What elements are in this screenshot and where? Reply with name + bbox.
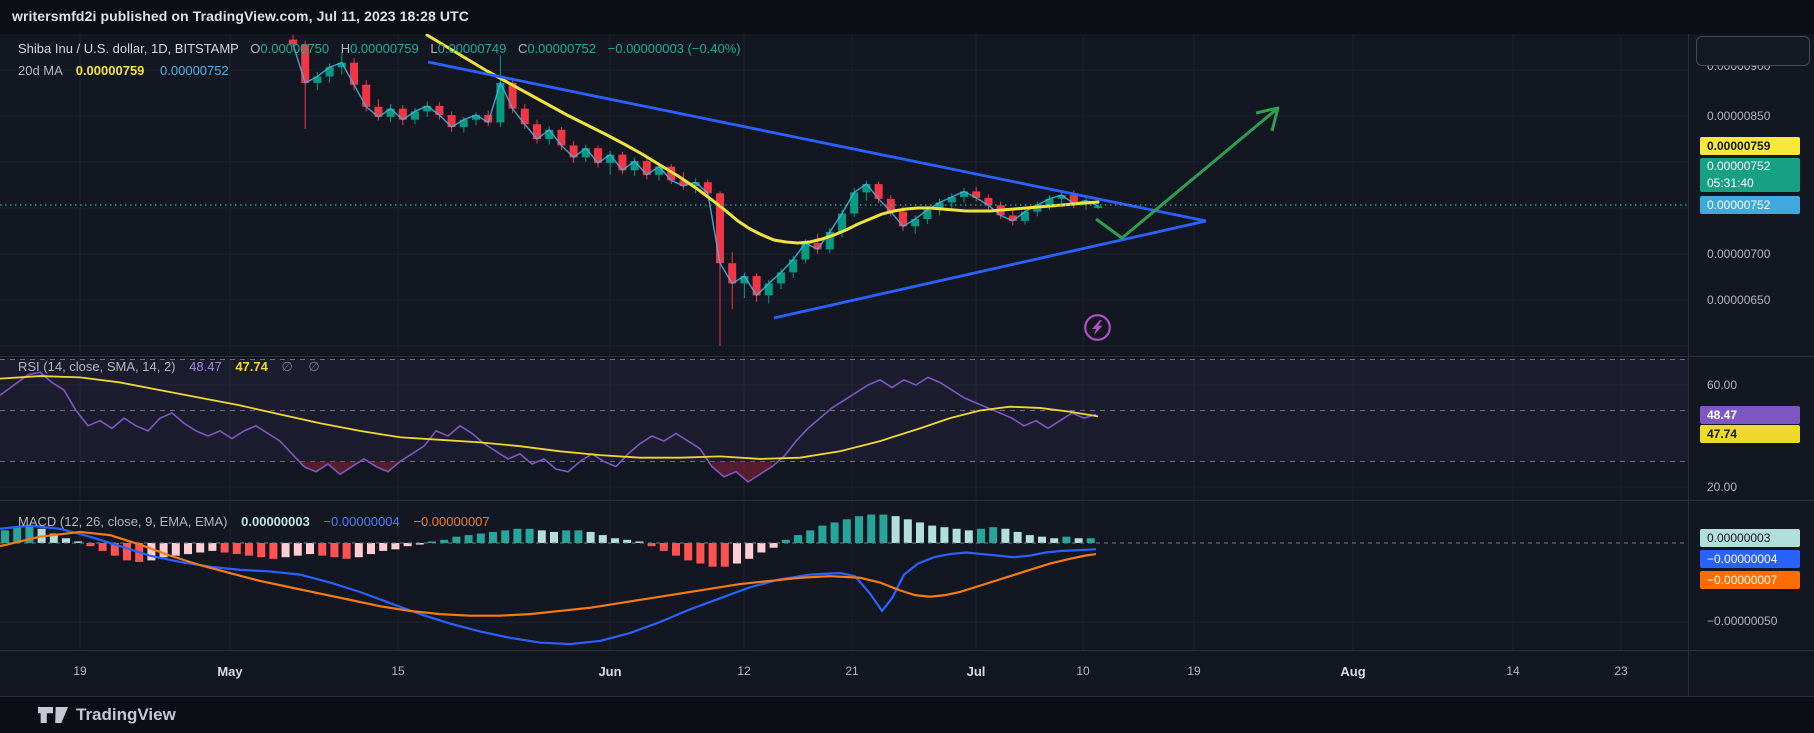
- high-value: 0.00000759: [350, 41, 419, 56]
- pane-dividers[interactable]: [0, 34, 1814, 697]
- ma20-value: 0.00000759: [75, 63, 145, 78]
- price-badge: 0.00000752: [1700, 196, 1800, 214]
- time-axis-day-label: 14: [1506, 664, 1520, 678]
- macd-scale-label: −0.00000050: [1707, 614, 1778, 628]
- macd-signal-value: −0.00000007: [413, 514, 490, 529]
- ma-legend[interactable]: 20d MA 0.00000759 0.00000752: [18, 63, 229, 78]
- breakout-arrow[interactable]: [1095, 106, 1280, 240]
- price-scale-label: 0.00000850: [1707, 109, 1771, 123]
- time-axis-month-label: Jun: [598, 664, 622, 679]
- rsi-value: 48.47: [189, 359, 222, 374]
- low-value: 0.00000749: [437, 41, 507, 56]
- macd-name: MACD (12, 26, close, 9, EMA, EMA): [18, 514, 228, 529]
- rsi-ma-line: [0, 375, 1099, 460]
- time-axis-day-label: 19: [73, 664, 87, 678]
- rsi-name: RSI (14, close, SMA, 14, 2): [18, 359, 176, 374]
- trendline-drawings[interactable]: [427, 60, 1207, 320]
- time-axis-month-label: May: [217, 664, 243, 679]
- rsi-scale-label: 20.00: [1707, 480, 1738, 494]
- time-axis-day-label: 21: [845, 664, 859, 678]
- time-axis-day-label: 15: [391, 664, 405, 678]
- time-axis-day-label: 23: [1614, 664, 1628, 678]
- symbol-legend[interactable]: Shiba Inu / U.S. dollar, 1D, BITSTAMP O0…: [18, 41, 741, 56]
- quick-trade-button[interactable]: [1083, 313, 1112, 342]
- ma-blue-value: 0.00000752: [160, 63, 229, 78]
- price-badge: 0.00000752 05:31:40: [1700, 158, 1800, 192]
- open-key: O: [250, 41, 261, 56]
- tradingview-logo-icon[interactable]: [38, 703, 68, 727]
- rsi-empty-values: ∅ ∅: [281, 359, 326, 374]
- time-axis-day-label: 12: [737, 664, 751, 678]
- bolt-circle: [1084, 314, 1111, 341]
- open-value: 0.00000750: [260, 41, 330, 56]
- rsi-scale-label: 60.00: [1707, 378, 1738, 392]
- rsi-ma-value: 47.74: [235, 359, 268, 374]
- ma-label: 20d MA: [18, 63, 63, 78]
- low-key: L: [430, 41, 438, 56]
- high-key: H: [340, 41, 351, 56]
- macd-line: [0, 524, 1097, 646]
- change-value: −0.00000003 (−0.40%): [607, 41, 741, 56]
- rsi-badge: 47.74: [1700, 425, 1800, 443]
- symbol-info-box[interactable]: [1696, 36, 1810, 66]
- price-scale-label: 0.00000650: [1707, 293, 1771, 307]
- macd-line-value: −0.00000004: [323, 514, 400, 529]
- rsi-legend[interactable]: RSI (14, close, SMA, 14, 2) 48.47 47.74 …: [18, 359, 326, 375]
- rsi-line: [0, 371, 1097, 483]
- grid-lines: [0, 34, 1688, 650]
- macd-hist-value: 0.00000003: [241, 514, 310, 529]
- macd-signal-line: [0, 530, 1097, 617]
- time-axis-day-label: 19: [1187, 664, 1201, 678]
- macd-legend[interactable]: MACD (12, 26, close, 9, EMA, EMA) 0.0000…: [18, 514, 490, 529]
- ma20-yellow-line: [425, 33, 1100, 245]
- macd-badge: 0.00000003: [1700, 529, 1800, 547]
- rsi-band: [0, 359, 1688, 462]
- tradingview-wordmark[interactable]: TradingView: [76, 705, 176, 724]
- price-scale-label: 0.00000700: [1707, 247, 1771, 261]
- close-key: C: [517, 41, 528, 56]
- price-badge: 0.00000759: [1700, 137, 1800, 155]
- rsi-badge: 48.47: [1700, 406, 1800, 424]
- footer-bar: TradingView: [0, 697, 1814, 733]
- time-axis-month-label: Aug: [1340, 664, 1366, 679]
- ma-blue-line: [292, 44, 1099, 297]
- symbol-title[interactable]: Shiba Inu / U.S. dollar, 1D, BITSTAMP: [18, 41, 239, 56]
- lightning-icon: [1092, 320, 1103, 335]
- time-axis-day-label: 10: [1076, 664, 1090, 678]
- candles[interactable]: [289, 35, 1103, 346]
- close-value: 0.00000752: [527, 41, 597, 56]
- snapshot-header-bar: writersmfd2i published on TradingView.co…: [0, 0, 1814, 34]
- time-axis-month-label: Jul: [966, 664, 986, 679]
- snapshot-attribution: writersmfd2i published on TradingView.co…: [12, 8, 469, 24]
- macd-badge: −0.00000007: [1700, 571, 1800, 589]
- macd-badge: −0.00000004: [1700, 550, 1800, 568]
